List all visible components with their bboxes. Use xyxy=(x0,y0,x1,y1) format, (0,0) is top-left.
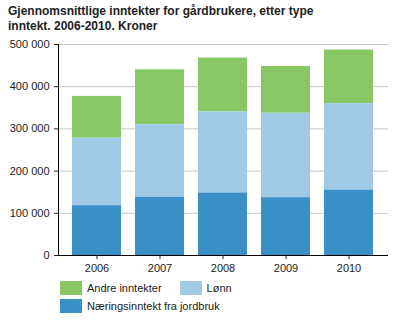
svg-text:300 000: 300 000 xyxy=(10,122,50,134)
svg-text:500 000: 500 000 xyxy=(10,38,50,50)
svg-text:2007: 2007 xyxy=(148,262,172,274)
svg-text:400 000: 400 000 xyxy=(10,80,50,92)
svg-text:2006: 2006 xyxy=(85,262,109,274)
html-text:Andre inntekter: Andre inntekter xyxy=(87,282,162,294)
html-text:Lønn: Lønn xyxy=(206,282,232,294)
html-text:Gjennomsnittlige inntekter for: Gjennomsnittlige inntekter for gårdbruke… xyxy=(8,4,314,33)
svg-text:200 000: 200 000 xyxy=(10,165,50,177)
svg-text:100 000: 100 000 xyxy=(10,207,50,219)
html-text:Næringsinntekt fra jordbruk: Næringsinntekt fra jordbruk xyxy=(87,300,220,312)
svg-text:2010: 2010 xyxy=(337,262,361,274)
svg-text:0: 0 xyxy=(43,249,49,261)
svg-text:2008: 2008 xyxy=(211,262,235,274)
svg-text:2009: 2009 xyxy=(274,262,298,274)
